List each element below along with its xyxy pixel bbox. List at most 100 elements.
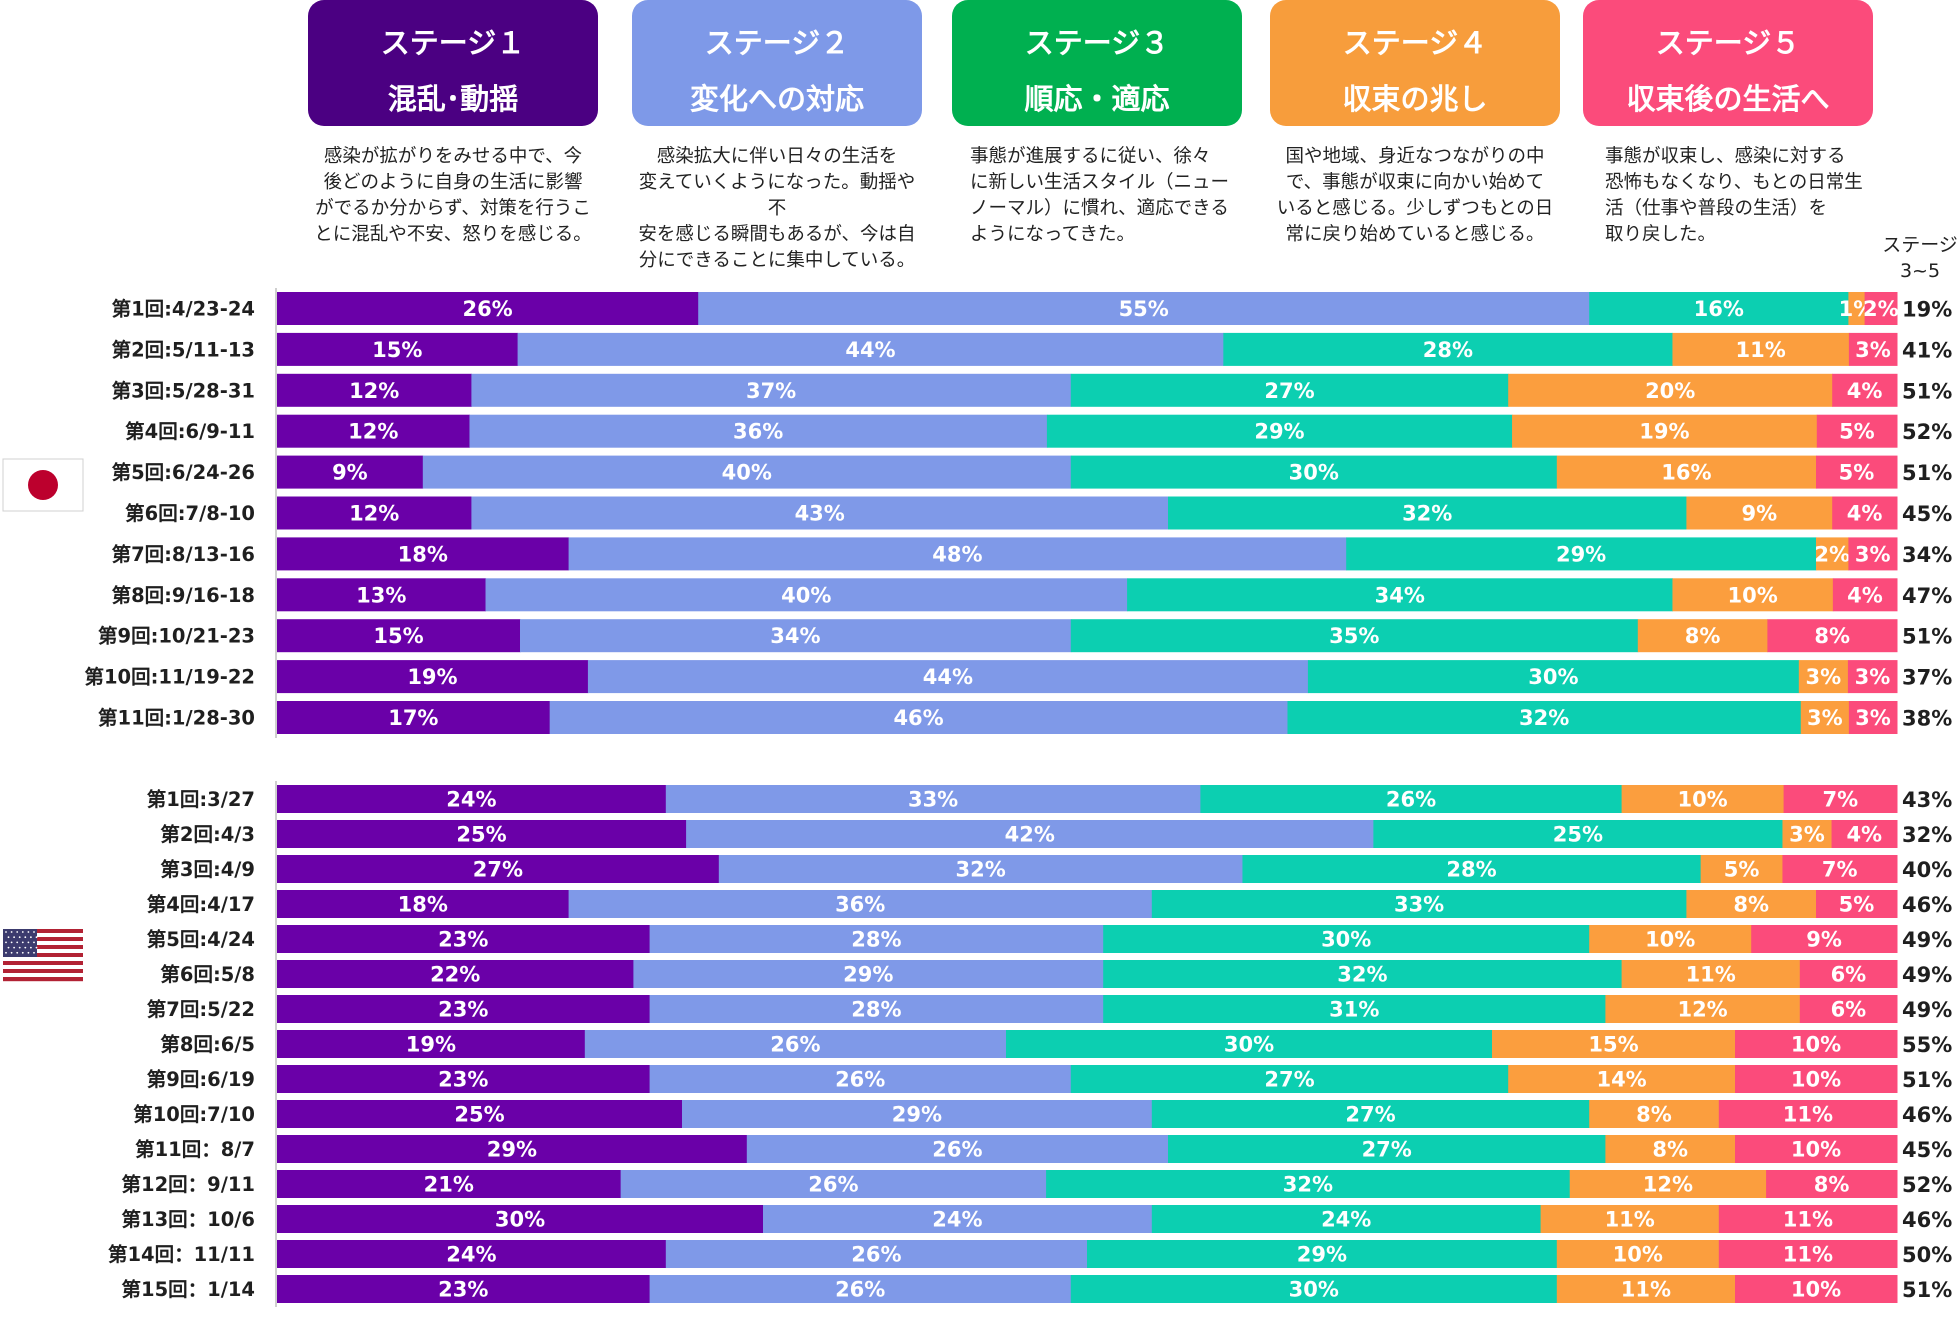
data-label: 24% (932, 1208, 982, 1232)
data-label: 55% (1119, 297, 1169, 321)
data-label: 12% (348, 420, 398, 444)
data-label: 34% (1375, 583, 1425, 607)
bar-segment (1556, 455, 1817, 489)
row-label: 第3回:5/28-31 (112, 379, 255, 402)
row-label: 第8回:6/5 (160, 1033, 255, 1056)
data-label: 22% (430, 963, 480, 987)
bar-segment (1508, 373, 1833, 407)
row-label: 第2回:4/3 (160, 823, 255, 846)
data-label: 44% (923, 665, 973, 689)
bar-segment (665, 1240, 1088, 1268)
bar-segment (277, 537, 570, 571)
stage-4-box: ステージ４ 収束の兆し (1270, 0, 1560, 126)
data-label: 26% (851, 1243, 901, 1267)
data-label: 19% (1639, 420, 1689, 444)
bar-segment (1735, 1030, 1898, 1058)
data-label: 10% (1613, 1243, 1663, 1267)
bar-segment (277, 855, 720, 883)
bar-segment (469, 414, 1048, 448)
data-label: 30% (1289, 1278, 1339, 1302)
data-label: 11% (1605, 1208, 1655, 1232)
bar-segment (520, 619, 1072, 653)
data-label: 8% (1814, 624, 1850, 648)
stage-3-5-total: 46% (1902, 1103, 1952, 1127)
bar-segment (649, 1275, 1072, 1303)
data-label: 4% (1847, 583, 1883, 607)
bar-segment (1832, 496, 1898, 530)
data-label: 24% (446, 788, 496, 812)
bar-segment (649, 925, 1104, 953)
bar-segment (1373, 820, 1783, 848)
data-label: 13% (356, 583, 406, 607)
data-label: 15% (1588, 1033, 1638, 1057)
data-label: 27% (1362, 1138, 1412, 1162)
data-label: 42% (1005, 823, 1055, 847)
data-label: 5% (1839, 893, 1875, 917)
stage-3-5-total: 46% (1902, 1208, 1952, 1232)
stage-3-5-total: 46% (1902, 893, 1952, 917)
row-label: 第2回:5/11-13 (112, 338, 255, 361)
bar-segment (1800, 701, 1850, 734)
bar-segment (633, 960, 1104, 988)
bar-segment (1151, 1100, 1590, 1128)
row-label: 第9回:6/19 (147, 1068, 255, 1091)
bar-segment (1798, 660, 1849, 694)
data-label: 11% (1783, 1103, 1833, 1127)
data-label: 11% (1621, 1278, 1671, 1302)
stage-3-5-total: 51% (1902, 1068, 1952, 1092)
bar-segment (277, 414, 470, 448)
bar-segment (1070, 619, 1639, 653)
bar-segment (1556, 1240, 1720, 1268)
stage-3-description: 事態が進展するに従い、徐々 に新しい生活スタイル（ニュー ノーマル）に慣れ、適応… (970, 146, 1230, 245)
stage-3-5-total: 34% (1902, 543, 1952, 567)
bar-segment (1848, 292, 1866, 325)
data-label: 32% (956, 858, 1006, 882)
usa-flag-icon (3, 929, 83, 982)
data-label: 15% (372, 338, 422, 362)
bar-segment (682, 1100, 1153, 1128)
data-label: 40% (722, 461, 772, 485)
bar-segment (1223, 332, 1673, 366)
row-label: 第14回：11/11 (108, 1243, 255, 1266)
bar-segment (568, 537, 1347, 571)
row-label: 第10回:11/19-22 (84, 666, 255, 689)
data-label: 26% (835, 1278, 885, 1302)
data-label: 25% (456, 823, 506, 847)
data-label: 3% (1806, 665, 1842, 689)
bar-segment (277, 496, 472, 530)
stage-2-subtitle: 変化への対応 (689, 82, 864, 116)
data-label: 12% (349, 379, 399, 403)
data-label: 10% (1791, 1138, 1841, 1162)
bar-segment (277, 578, 487, 612)
bar-segment (1605, 1135, 1736, 1163)
bar-segment (277, 820, 687, 848)
data-label: 20% (1645, 379, 1695, 403)
row-label: 第8回:9/16-18 (112, 584, 255, 607)
data-label: 8% (1685, 624, 1721, 648)
bar-segment (686, 820, 1374, 848)
data-label: 3% (1855, 338, 1891, 362)
data-label: 28% (851, 998, 901, 1022)
data-label: 18% (398, 542, 448, 566)
data-label: 10% (1791, 1068, 1841, 1092)
data-label: 32% (1337, 963, 1387, 987)
data-label: 29% (1556, 542, 1606, 566)
data-label: 28% (1423, 338, 1473, 362)
row-label: 第7回:8/13-16 (112, 543, 255, 566)
data-label: 9% (1806, 928, 1842, 952)
bar-segment (277, 373, 472, 407)
data-label: 10% (1677, 788, 1727, 812)
bar-segment (1735, 1065, 1898, 1093)
bar-segment (277, 890, 570, 918)
data-label: 23% (438, 1278, 488, 1302)
bar-segment (1556, 1275, 1736, 1303)
bar-segment (517, 332, 1224, 366)
bar-segment (1637, 619, 1768, 653)
stage-4-subtitle: 収束の兆し (1342, 82, 1488, 116)
bar-segment (1848, 701, 1898, 734)
data-label: 8% (1636, 1103, 1672, 1127)
bar-segment (422, 455, 1072, 489)
bar-segment (1103, 960, 1623, 988)
bar-segment (277, 701, 551, 734)
data-label: 28% (851, 928, 901, 952)
